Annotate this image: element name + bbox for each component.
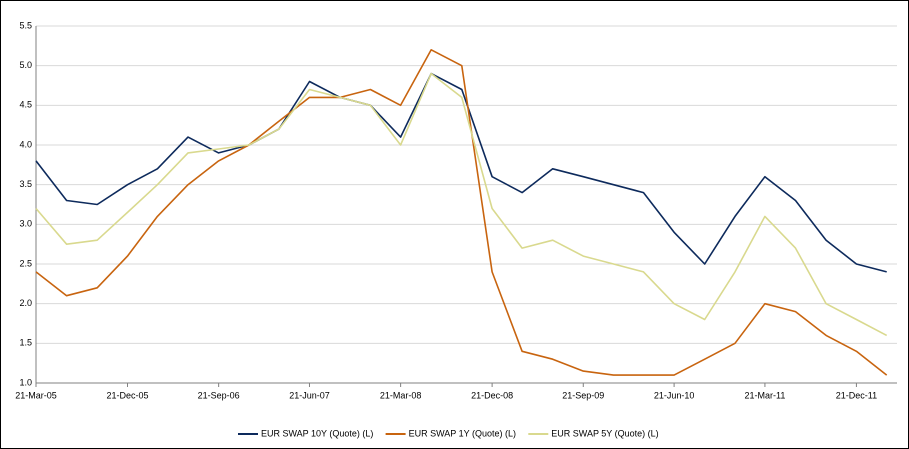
x-tick-label: 21-Mar-05	[15, 390, 57, 400]
x-tick-label: 21-Jun-07	[289, 390, 330, 400]
y-tick-label: 2.5	[19, 258, 32, 268]
x-tick-label: 21-Sep-09	[562, 390, 604, 400]
series-line	[35, 72, 888, 337]
series-line	[35, 72, 887, 273]
y-tick-label: 1.0	[19, 377, 32, 387]
x-tick-label: 21-Mar-11	[744, 390, 785, 400]
y-tick-label: 4.5	[19, 100, 32, 110]
y-tick-label: 2.0	[19, 298, 32, 308]
x-tick-label: 21-Dec-08	[471, 390, 513, 400]
x-tick-label: 21-Dec-05	[106, 390, 148, 400]
x-tick-label: 21-Mar-08	[380, 390, 422, 400]
y-tick-label: 3.5	[19, 179, 32, 189]
y-tick-label: 4.0	[19, 139, 32, 149]
y-tick-label: 5.0	[19, 60, 32, 70]
y-tick-label: 1.5	[19, 338, 32, 348]
legend-label: EUR SWAP 1Y (Quote) (L)	[409, 428, 516, 438]
x-tick-label: 21-Sep-06	[198, 390, 240, 400]
x-tick-label: 21-Jun-10	[654, 390, 695, 400]
legend-label: EUR SWAP 5Y (Quote) (L)	[551, 428, 658, 438]
y-tick-label: 5.5	[19, 20, 32, 30]
series-line	[35, 49, 888, 376]
legend-label: EUR SWAP 10Y (Quote) (L)	[261, 428, 373, 438]
x-tick-label: 21-Dec-11	[836, 390, 877, 400]
y-tick-label: 3.0	[19, 219, 32, 229]
